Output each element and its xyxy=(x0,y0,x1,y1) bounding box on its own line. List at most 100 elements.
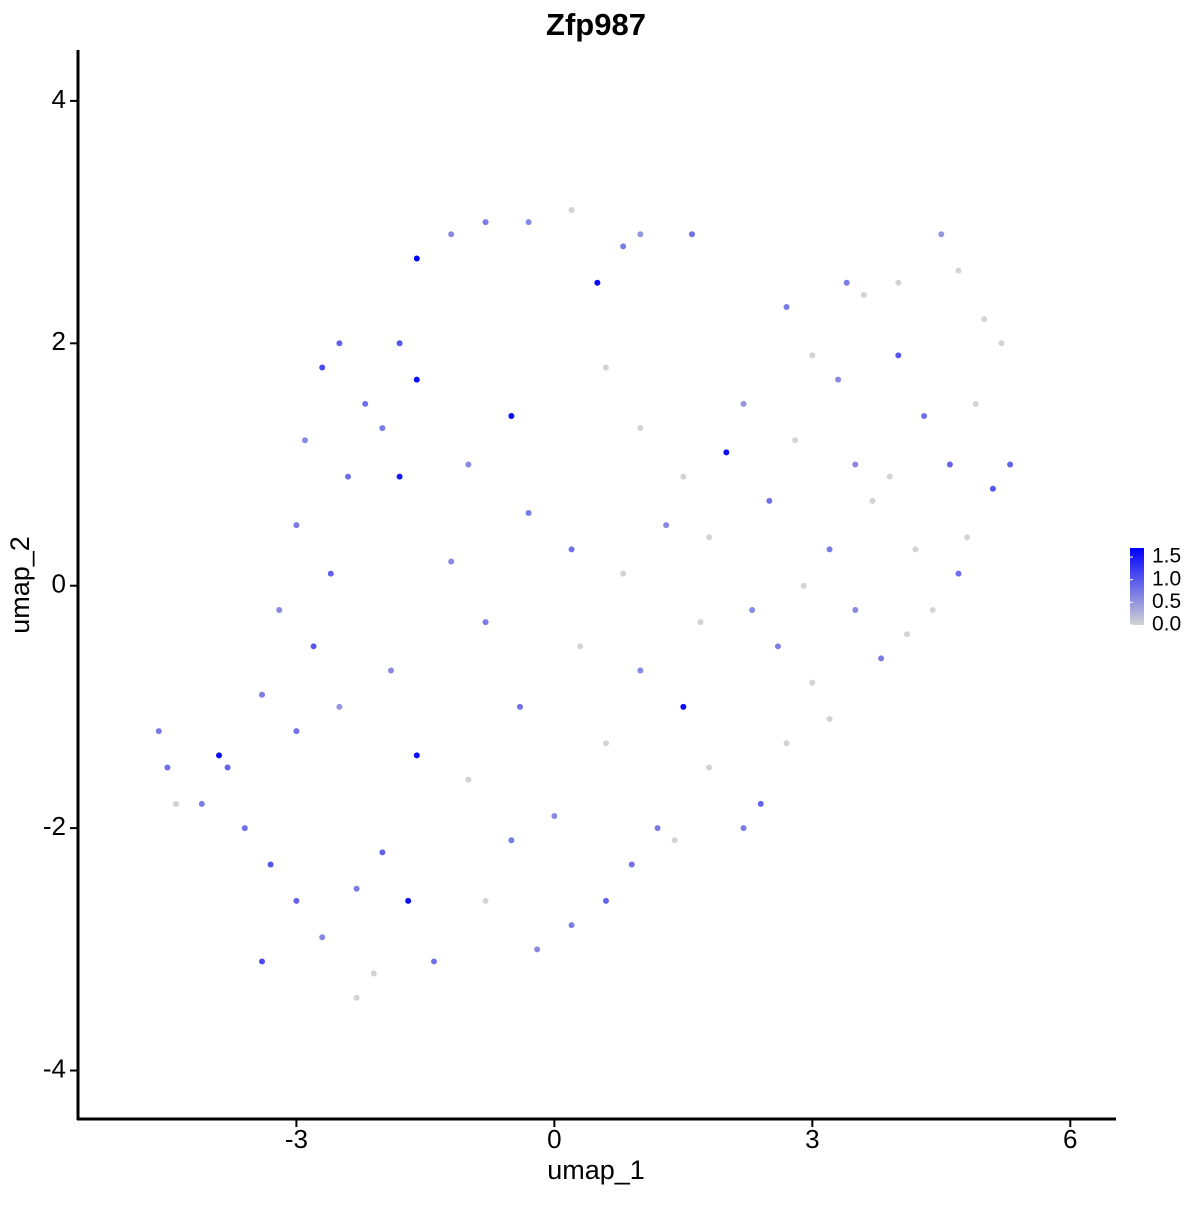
colorbar-tick-label: 1.0 xyxy=(1152,567,1181,590)
point xyxy=(929,606,936,613)
point xyxy=(319,364,326,371)
points xyxy=(155,206,1014,1001)
point xyxy=(663,522,670,529)
y-tick-label: 2 xyxy=(52,326,66,356)
point xyxy=(224,764,231,771)
point xyxy=(835,376,842,383)
x-axis-title: umap_1 xyxy=(547,1155,645,1185)
point xyxy=(198,800,205,807)
point xyxy=(568,922,575,929)
point xyxy=(697,619,704,626)
point xyxy=(955,570,962,577)
point xyxy=(241,825,248,832)
point xyxy=(396,340,403,347)
point xyxy=(637,667,644,674)
point xyxy=(568,546,575,553)
point xyxy=(938,231,945,238)
point xyxy=(482,619,489,626)
point xyxy=(508,837,515,844)
point xyxy=(1007,461,1014,468)
point xyxy=(276,606,283,613)
point xyxy=(293,522,300,529)
point xyxy=(293,897,300,904)
point xyxy=(886,473,893,480)
point xyxy=(259,958,266,965)
point xyxy=(688,231,695,238)
y-axis-title: umap_2 xyxy=(5,536,35,634)
point xyxy=(336,340,343,347)
point xyxy=(809,352,816,359)
point xyxy=(757,800,764,807)
point xyxy=(465,776,472,783)
y-tick-label: -2 xyxy=(43,811,66,841)
point xyxy=(370,970,377,977)
y-tick-label: 4 xyxy=(52,84,66,114)
point xyxy=(405,897,412,904)
point xyxy=(173,800,180,807)
point xyxy=(387,667,394,674)
point xyxy=(525,219,532,226)
colorbar-tick-label: 1.5 xyxy=(1152,545,1181,568)
point xyxy=(628,861,635,868)
x-tick-label: 6 xyxy=(1063,1124,1077,1154)
colorbar xyxy=(1130,548,1144,625)
point xyxy=(749,606,756,613)
point xyxy=(869,497,876,504)
y-tick-label: -4 xyxy=(43,1053,66,1083)
point xyxy=(353,885,360,892)
point xyxy=(723,449,730,456)
point xyxy=(964,534,971,541)
point xyxy=(637,425,644,432)
point xyxy=(602,364,609,371)
point xyxy=(293,728,300,735)
point xyxy=(860,291,867,298)
point xyxy=(430,958,437,965)
point xyxy=(895,352,902,359)
point xyxy=(448,231,455,238)
x-tick-label: 0 xyxy=(547,1124,561,1154)
point xyxy=(680,703,687,710)
point xyxy=(800,582,807,589)
colorbar-tick-label: 0.5 xyxy=(1152,590,1181,613)
point xyxy=(972,400,979,407)
point xyxy=(164,764,171,771)
point xyxy=(998,340,1005,347)
point xyxy=(327,570,334,577)
point xyxy=(783,303,790,310)
point xyxy=(534,946,541,953)
point xyxy=(336,703,343,710)
point xyxy=(740,825,747,832)
point xyxy=(465,461,472,468)
point xyxy=(302,437,309,444)
point xyxy=(319,934,326,941)
x-tick-label: -3 xyxy=(285,1124,308,1154)
point xyxy=(809,679,816,686)
x-tick-label: 3 xyxy=(805,1124,819,1154)
point xyxy=(525,509,532,516)
point xyxy=(448,558,455,565)
y-tick-label: 0 xyxy=(52,569,66,599)
point xyxy=(413,752,420,759)
point xyxy=(379,849,386,856)
point xyxy=(620,243,627,250)
point xyxy=(568,206,575,213)
point xyxy=(654,825,661,832)
point xyxy=(155,728,162,735)
point xyxy=(620,570,627,577)
point xyxy=(577,643,584,650)
colorbar-tick-label: 0.0 xyxy=(1152,613,1181,636)
point xyxy=(946,461,953,468)
point xyxy=(344,473,351,480)
point xyxy=(413,255,420,262)
point xyxy=(680,473,687,480)
point xyxy=(774,643,781,650)
point xyxy=(602,740,609,747)
point xyxy=(482,219,489,226)
point xyxy=(706,534,713,541)
point xyxy=(353,994,360,1001)
point xyxy=(310,643,317,650)
point xyxy=(637,231,644,238)
point xyxy=(878,655,885,662)
point xyxy=(379,425,386,432)
point xyxy=(396,473,403,480)
